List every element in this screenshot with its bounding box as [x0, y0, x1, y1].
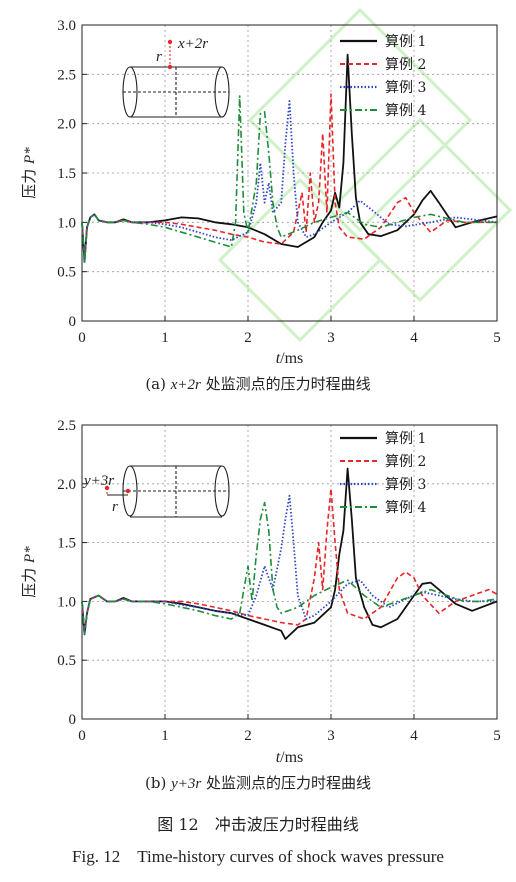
- chart-b-grid: [82, 425, 497, 719]
- x-tick-label: 2: [244, 330, 252, 346]
- legend-label-case-3: 算例 3: [385, 477, 426, 493]
- figure-caption-cn: 图 12 冲击波压力时程曲线: [157, 815, 358, 834]
- x-tick-label: 3: [327, 728, 335, 744]
- inset-a-origin: [167, 64, 173, 70]
- legend-label-case-3: 算例 3: [385, 80, 426, 96]
- y-tick-label: 3.0: [57, 18, 76, 34]
- inset-b-point-label: y+3r: [82, 473, 114, 489]
- series-line-case-2: [81, 487, 498, 636]
- cylinder-right-cap: [214, 465, 230, 517]
- x-tick-label: 0: [78, 330, 86, 346]
- x-tick-label: 4: [410, 728, 418, 744]
- chart-b-frame: [81, 424, 498, 720]
- chart-b-ticks: 0 1 2 3 4 5 0 0.5 1.0 1.5 2.0 2.5: [57, 418, 501, 744]
- chart-b-legend: 算例 1 算例 2 算例 3 算例 4: [340, 431, 426, 516]
- legend-label-case-1: 算例 1: [385, 431, 426, 447]
- y-tick-label: 2.5: [57, 67, 76, 83]
- inset-a-point-label: x+2r: [177, 36, 208, 52]
- series-line-case-4: [81, 501, 498, 636]
- y-tick-label: 2.5: [57, 418, 76, 434]
- chart-a-frame: [81, 24, 498, 322]
- x-tick-label: 1: [161, 728, 169, 744]
- figure-caption-en: Fig. 12 Time-history curves of shock wav…: [72, 847, 444, 866]
- chart-a: 0 1 2 3 4 500.51.01.52.02.53.0 x+2r r 算例 1算例 …: [20, 18, 501, 393]
- chart-a-legend: 算例 1 算例 2 算例 3 算例 4: [340, 34, 426, 119]
- chart-a-ylabel: 压力 P*: [20, 147, 38, 199]
- y-tick-label: 1.0: [57, 215, 76, 231]
- chart-a-grid: [82, 25, 497, 321]
- chart-b-subtitle: (b) y+3r 处监测点的压力时程曲线: [145, 774, 371, 792]
- x-tick-label: 5: [493, 330, 501, 346]
- chart-a-subtitle: (a) x+2r 处监测点的压力时程曲线: [145, 375, 370, 393]
- y-tick-label: 2.0: [57, 477, 76, 493]
- chart-b-ylabel: 压力 P*: [20, 546, 38, 598]
- y-tick-label: 1.5: [57, 166, 76, 182]
- chart-a-ticks: 0 1 2 3 4 5 0 0.5 1.0 1.5 2.0 2.5 3.0: [57, 18, 501, 346]
- legend-label-case-2: 算例 2: [385, 454, 426, 470]
- y-tick-label: 1.5: [57, 536, 76, 552]
- inset-b-radius-label: r: [112, 499, 118, 515]
- chart-b-inset-cylinder: [106, 465, 230, 518]
- chart-a-xlabel: t/ms: [276, 350, 304, 367]
- legend-label-case-4: 算例 4: [385, 500, 426, 516]
- series-line-case-1: [81, 467, 498, 640]
- inset-b-origin: [125, 488, 131, 494]
- x-tick-label: 5: [493, 728, 501, 744]
- x-tick-label: 4: [410, 330, 418, 346]
- x-tick-label: 0: [78, 728, 86, 744]
- watermark: [217, 7, 513, 343]
- inset-b-point: [104, 485, 110, 491]
- inset-a-point: [167, 39, 173, 45]
- legend-label-case-4: 算例 4: [385, 103, 426, 119]
- series-line-case-3: [81, 100, 498, 263]
- inset-a-radius-label: r: [156, 49, 162, 65]
- series-line-case-2: [81, 93, 497, 261]
- x-tick-label: 2: [244, 728, 252, 744]
- chart-b: 0 1 2 3 4 500.51.01.52.02.5 y+3r r 算例 1算例 2算例…: [20, 418, 501, 792]
- series-line-case-3: [81, 494, 497, 636]
- y-tick-label: 2.0: [57, 117, 76, 133]
- watermark-diamond: [327, 117, 513, 303]
- series-line-case-4: [81, 95, 497, 263]
- watermark-diamond: [247, 7, 473, 233]
- legend-label-case-2: 算例 2: [385, 57, 426, 73]
- chart-b-lines: [81, 467, 498, 640]
- chart-a-lines: [81, 53, 498, 263]
- x-tick-label: 1: [161, 330, 169, 346]
- chart-b-xlabel: t/ms: [276, 749, 304, 766]
- y-tick-label: 1.0: [57, 594, 76, 610]
- y-tick-label: 0.5: [57, 265, 76, 281]
- y-tick-label: 0.5: [57, 653, 76, 669]
- y-tick-label: 0: [69, 712, 77, 728]
- y-tick-label: 0: [69, 314, 77, 330]
- x-tick-label: 3: [327, 330, 335, 346]
- legend-label-case-1: 算例 1: [385, 34, 426, 50]
- chart-a-inset-cylinder: [122, 42, 230, 118]
